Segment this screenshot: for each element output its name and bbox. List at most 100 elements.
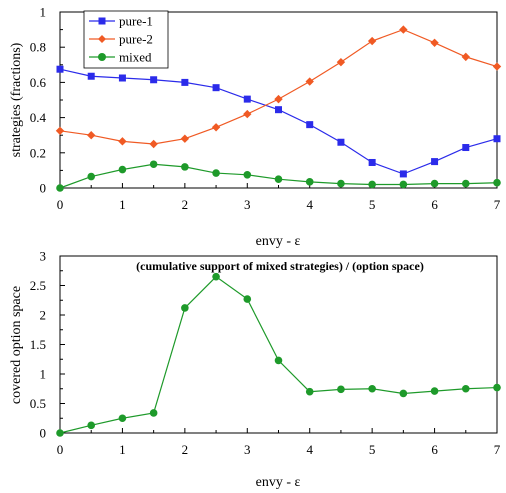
data-point-series-0	[305, 387, 314, 396]
data-point-pure-2	[430, 38, 439, 47]
data-point-pure-1	[493, 135, 501, 143]
x-tick-label: 4	[306, 197, 313, 212]
x-tick-label: 6	[431, 197, 438, 212]
data-point-pure-2	[305, 77, 314, 86]
data-point-mixed	[399, 180, 408, 189]
y-tick-label: 2	[40, 308, 47, 323]
data-point-mixed	[274, 175, 283, 183]
data-point-series-0	[274, 356, 283, 365]
y-tick-label: 0	[40, 426, 47, 441]
data-point-mixed	[118, 165, 127, 174]
data-point-pure-2	[336, 57, 346, 67]
data-point-series-0	[368, 384, 376, 393]
data-point-series-0	[56, 429, 64, 437]
data-point-pure-2	[118, 137, 127, 146]
data-point-pure-2	[55, 126, 65, 135]
data-point-pure-1	[462, 144, 470, 152]
data-point-series-0	[399, 389, 408, 398]
y-tick-label: 0.5	[30, 396, 46, 411]
data-point-series-0	[430, 387, 439, 395]
data-point-mixed	[243, 171, 252, 179]
chart-bottom: 0 1 2 3 4 5 6 7 0 0.5 1 1.5 2 2.5 3 (cumulative suppo…	[9, 249, 501, 490]
legend-marker-mixed	[98, 53, 106, 61]
data-point-pure-1	[275, 106, 282, 114]
x-tick-label: 2	[182, 442, 189, 457]
data-point-mixed	[368, 180, 376, 189]
y-tick-label: 1	[40, 5, 47, 20]
data-point-series-0	[461, 384, 470, 393]
x-tick-label: 0	[57, 197, 64, 212]
data-point-pure-2	[367, 36, 377, 46]
x-tick-label: 6	[431, 442, 438, 457]
x-tick-label: 7	[494, 442, 501, 457]
data-point-mixed	[430, 179, 439, 188]
data-point-mixed	[461, 179, 470, 188]
y-tick-label: 0.6	[30, 75, 47, 90]
y-ticks-top: 0 0.2 0.4 0.6 0.8 1	[30, 5, 65, 196]
plot-frame-bottom	[59, 255, 498, 434]
data-point-series-0	[181, 304, 189, 312]
series-line-series-0	[59, 275, 498, 434]
legend-label-pure-1: pure-1	[119, 14, 153, 29]
data-point-mixed	[87, 172, 96, 181]
legend-item-mixed: mixed	[89, 50, 152, 65]
x-ticks-bottom: 0 1 2 3 4 5 6 7	[57, 428, 501, 457]
legend: pure-1 pure-2 mixed	[83, 10, 169, 69]
data-point-series-0	[337, 385, 345, 394]
data-point-pure-1	[399, 170, 407, 178]
y-tick-label: 2.5	[30, 278, 46, 293]
data-point-pure-1	[337, 138, 345, 146]
x-axis-label-top: envy - ε	[256, 234, 301, 249]
data-point-series-0	[149, 409, 158, 417]
x-tick-label: 2	[182, 197, 189, 212]
data-point-pure-1	[150, 76, 158, 84]
data-point-pure-2	[87, 131, 96, 140]
series-layer-top	[55, 25, 502, 192]
data-point-series-0	[118, 414, 127, 423]
data-point-series-0	[493, 383, 501, 392]
data-point-mixed	[212, 169, 220, 177]
data-point-pure-1	[56, 65, 64, 73]
x-tick-label: 1	[119, 197, 126, 212]
y-axis-label-bottom: covered option space	[9, 286, 24, 404]
data-point-pure-1	[212, 84, 220, 92]
data-point-pure-1	[306, 121, 314, 129]
legend-marker-pure-1	[98, 17, 106, 25]
data-point-series-0	[212, 272, 220, 281]
x-tick-label: 4	[306, 442, 313, 457]
data-point-pure-2	[399, 25, 408, 34]
chart-top: 0 1 2 3 4 5 6 7 0 0.2 0.4 0.6 0.8 1 envy - ε strateg…	[9, 5, 502, 249]
plot-title-bottom: (cumulative support of mixed strategies)…	[136, 259, 424, 273]
data-point-pure-2	[180, 134, 190, 143]
legend-marker-pure-2	[98, 35, 106, 43]
x-tick-label: 1	[119, 442, 126, 457]
data-point-mixed	[305, 178, 314, 186]
data-point-mixed	[337, 179, 345, 188]
data-point-mixed	[56, 184, 64, 192]
y-tick-label: 1.5	[30, 337, 46, 352]
y-tick-label: 0.2	[30, 145, 46, 160]
y-axis-label-top: strategies (fractions)	[9, 42, 24, 157]
data-point-mixed	[181, 163, 189, 171]
data-point-mixed	[149, 160, 158, 169]
y-tick-label: 0.4	[30, 110, 47, 125]
x-tick-label: 0	[57, 442, 64, 457]
data-point-pure-2	[492, 62, 502, 71]
legend-label-pure-2: pure-2	[119, 32, 153, 47]
data-point-pure-1	[118, 74, 126, 82]
x-tick-label: 7	[494, 197, 501, 212]
legend-item-pure-2: pure-2	[89, 32, 153, 47]
data-point-pure-2	[243, 109, 252, 119]
data-point-pure-1	[181, 78, 189, 86]
y-tick-label: 3	[40, 249, 47, 264]
legend-label-mixed: mixed	[119, 50, 152, 65]
data-point-pure-2	[461, 52, 470, 62]
data-point-pure-2	[149, 139, 158, 149]
x-tick-label: 3	[244, 442, 251, 457]
data-point-pure-2	[211, 123, 221, 132]
data-point-series-0	[87, 421, 96, 430]
x-axis-label-bottom: envy - ε	[256, 475, 301, 490]
data-point-pure-1	[431, 158, 439, 166]
data-point-pure-1	[87, 72, 95, 80]
